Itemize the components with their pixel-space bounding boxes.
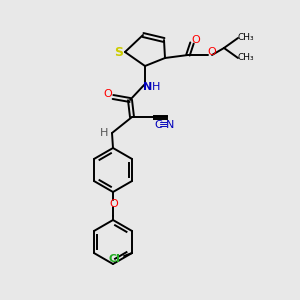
Text: O: O <box>110 199 118 209</box>
Text: O: O <box>103 89 112 99</box>
Text: ≡: ≡ <box>159 120 169 130</box>
Text: S: S <box>115 46 124 59</box>
Text: N: N <box>143 82 153 92</box>
Text: H: H <box>100 128 108 138</box>
Text: O: O <box>208 47 216 57</box>
Text: Cl: Cl <box>108 254 120 264</box>
Text: O: O <box>192 35 200 45</box>
Text: CH₃: CH₃ <box>238 53 254 62</box>
Text: C: C <box>154 120 162 130</box>
Text: N: N <box>166 120 174 130</box>
Text: H: H <box>152 82 160 92</box>
Text: CH₃: CH₃ <box>238 34 254 43</box>
